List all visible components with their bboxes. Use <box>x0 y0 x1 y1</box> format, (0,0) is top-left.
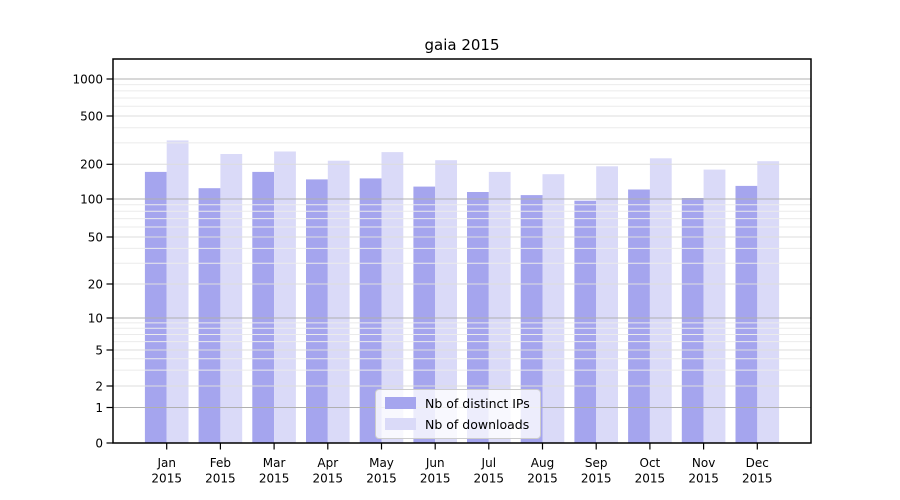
bar-distinct-ips-nov <box>681 198 704 443</box>
x-tick-label-month-sep: Sep <box>585 456 608 470</box>
bar-distinct-ips-aug <box>520 195 543 443</box>
x-tick-label-month-nov: Nov <box>692 456 715 470</box>
bar-downloads-sep <box>596 166 618 444</box>
x-tick-label-year-feb: 2015 <box>205 472 236 486</box>
chart-title: gaia 2015 <box>424 36 500 54</box>
x-tick-label-year-may: 2015 <box>366 472 397 486</box>
x-tick-label-month-aug: Aug <box>531 456 554 470</box>
legend-swatch-downloads <box>385 418 416 430</box>
bar-distinct-ips-oct <box>628 189 650 443</box>
x-tick-label-year-dec: 2015 <box>742 472 773 486</box>
bar-downloads-dec <box>757 161 780 443</box>
bar-downloads-jan <box>166 140 189 443</box>
legend-item-distinct-ips: Nb of distinct IPs <box>385 395 530 411</box>
x-tick-label-month-oct: Oct <box>640 456 661 470</box>
axes-frame <box>112 58 812 444</box>
y-tick-label-200: 200 <box>80 158 103 172</box>
x-tick-label-year-nov: 2015 <box>688 472 719 486</box>
x-tick-label-month-jan: Jan <box>156 456 176 470</box>
y-tick-label-0: 0 <box>95 436 103 450</box>
x-tick-label-year-sep: 2015 <box>581 472 612 486</box>
legend-label-downloads: Nb of downloads <box>425 416 530 432</box>
y-tick-label-20: 20 <box>88 277 103 291</box>
bar-distinct-ips-feb <box>198 188 221 443</box>
legend: Nb of distinct IPs Nb of downloads <box>375 389 541 439</box>
legend-swatch-distinct-ips <box>385 397 416 409</box>
bar-distinct-ips-apr <box>306 179 328 443</box>
bar-downloads-nov <box>703 169 726 443</box>
bar-distinct-ips-jan <box>144 171 167 443</box>
legend-label-distinct-ips: Nb of distinct IPs <box>425 395 530 411</box>
y-tick-label-1: 1 <box>95 401 103 415</box>
x-tick-label-month-may: May <box>369 456 394 470</box>
bar-distinct-ips-dec <box>735 185 758 443</box>
x-tick-label-year-apr: 2015 <box>313 472 344 486</box>
x-tick-label-year-aug: 2015 <box>527 472 558 486</box>
bar-downloads-jul <box>488 171 511 443</box>
x-tick-label-year-jul: 2015 <box>474 472 505 486</box>
bar-distinct-ips-mar <box>252 171 275 443</box>
bar-downloads-aug <box>542 174 565 443</box>
x-tick-label-year-mar: 2015 <box>259 472 290 486</box>
y-tick-label-10: 10 <box>88 311 103 325</box>
bar-downloads-jun <box>435 160 457 443</box>
legend-item-downloads: Nb of downloads <box>385 416 530 432</box>
x-tick-label-month-jun: Jun <box>425 456 445 470</box>
y-tick-label-500: 500 <box>80 109 103 123</box>
x-tick-label-year-jan: 2015 <box>151 472 182 486</box>
y-tick-label-100: 100 <box>80 192 103 206</box>
bar-downloads-oct <box>649 158 672 444</box>
bar-downloads-feb <box>220 154 243 443</box>
x-tick-label-year-jun: 2015 <box>420 472 451 486</box>
bar-distinct-ips-jun <box>413 186 436 443</box>
y-tick-label-5: 5 <box>95 343 103 357</box>
bar-downloads-mar <box>274 151 296 443</box>
x-tick-label-month-jul: Jul <box>481 456 496 470</box>
bar-distinct-ips-may <box>359 178 382 443</box>
bar-downloads-apr <box>327 160 350 443</box>
x-tick-label-year-oct: 2015 <box>635 472 666 486</box>
x-tick-label-month-mar: Mar <box>263 456 286 470</box>
y-tick-label-50: 50 <box>88 230 103 244</box>
x-tick-label-month-dec: Dec <box>746 456 769 470</box>
x-tick-label-month-feb: Feb <box>210 456 231 470</box>
y-tick-label-2: 2 <box>95 379 103 393</box>
y-tick-label-1000: 1000 <box>72 72 103 86</box>
x-tick-label-month-apr: Apr <box>317 456 338 470</box>
bar-distinct-ips-sep <box>574 200 597 443</box>
